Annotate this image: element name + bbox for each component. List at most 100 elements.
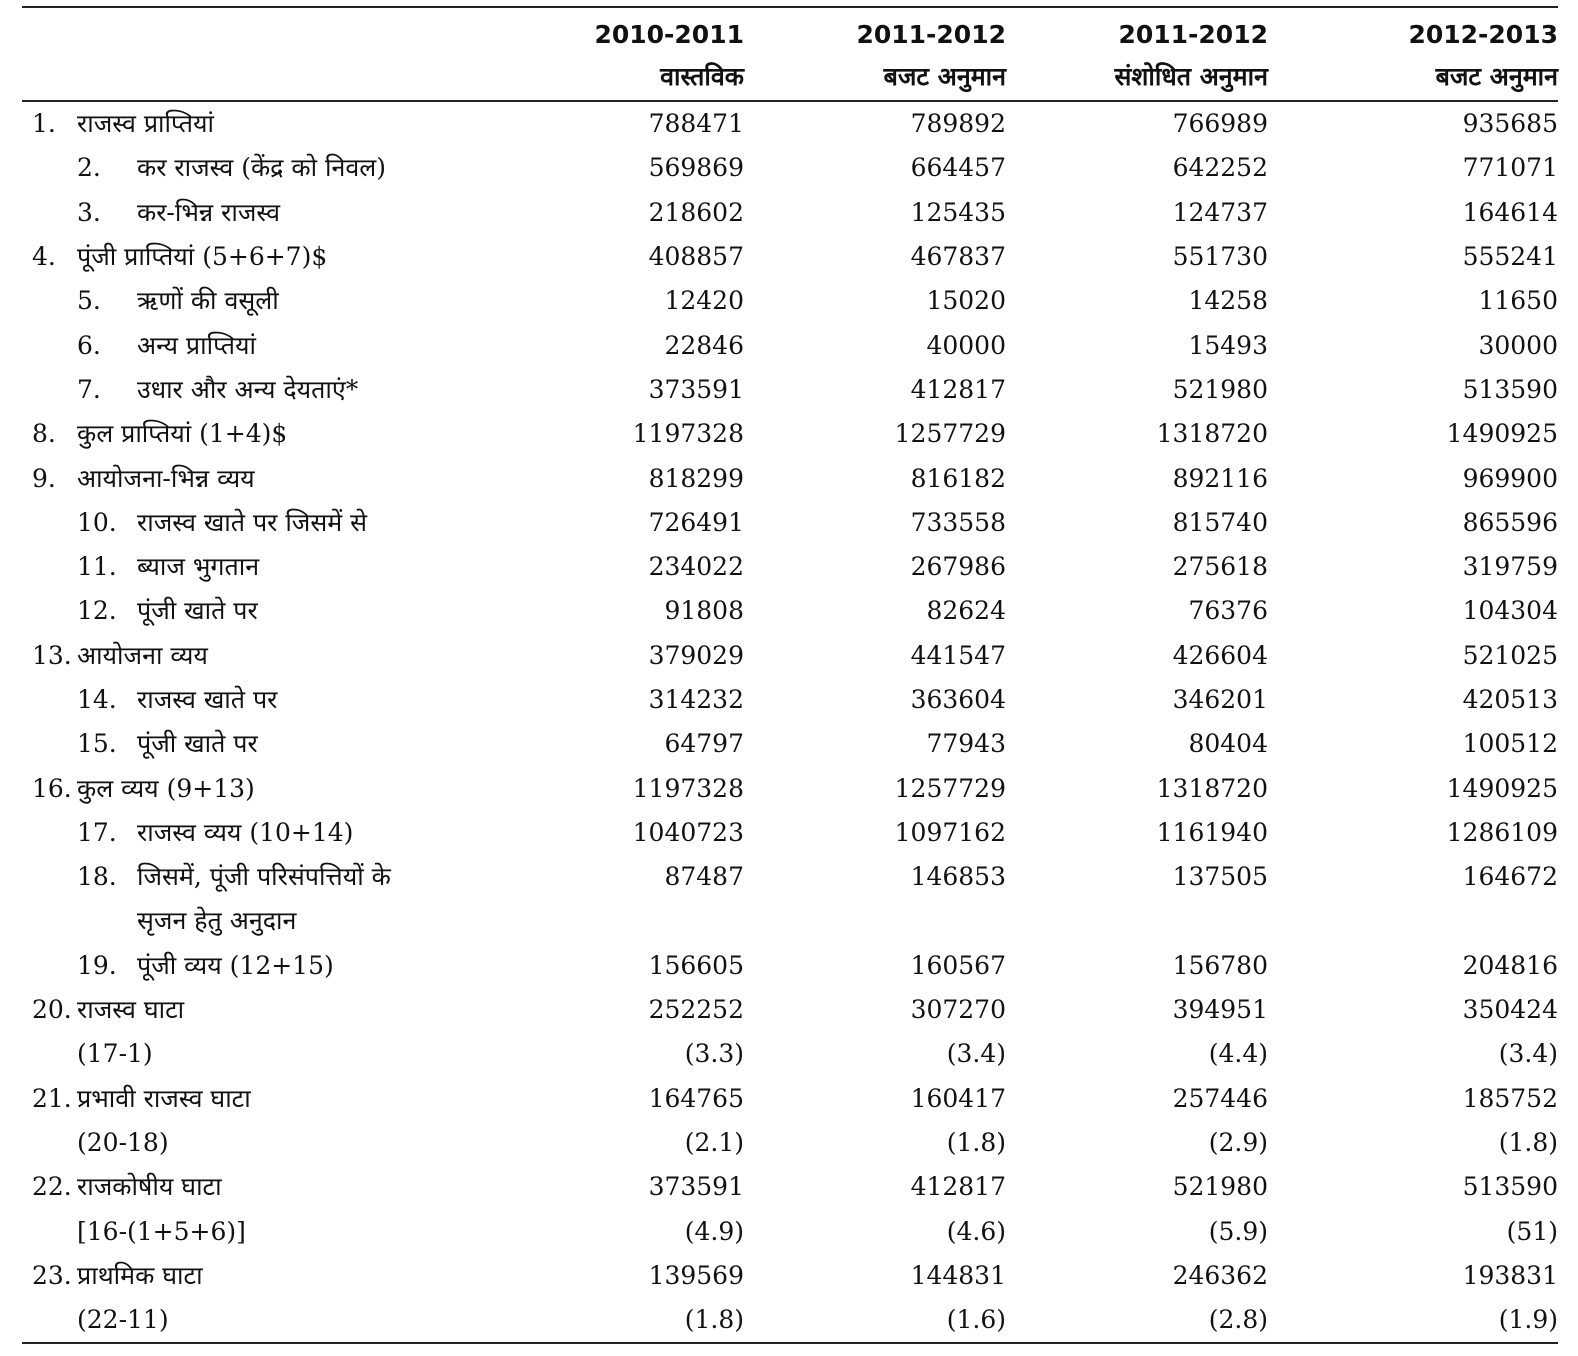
value-cell: 22846 (664, 330, 744, 360)
column-year: 2012-2013 (1268, 6, 1558, 54)
row-label: पूंजी प्राप्तियां (5+6+7)$ (77, 242, 328, 272)
row-label-cell: 18. जिसमें, पूंजी परिसंपत्तियों के (77, 855, 512, 899)
row-number: 1. (32, 109, 56, 139)
row-label: (17-1) (77, 1039, 153, 1069)
value-cell: 156780 (1172, 950, 1268, 980)
row-number: 19. (77, 950, 117, 980)
row-number: 17. (77, 817, 117, 847)
value-cell: 218602 (648, 197, 744, 227)
value-cell: 15493 (1188, 330, 1268, 360)
value-cell: 246362 (1172, 1260, 1268, 1290)
value-cell: (1.8) (1498, 1127, 1558, 1157)
row-label: आयोजना-भिन्न व्यय (77, 463, 255, 493)
row-number: 6. (77, 330, 101, 360)
row-label: कर राजस्व (केंद्र को निवल) (137, 153, 386, 183)
row-number (22, 1032, 77, 1076)
row-label: राजस्व खाते पर (137, 685, 278, 714)
column-type: बजट अनुमान (1268, 54, 1558, 102)
row-indent-cell (22, 899, 77, 943)
value-cell: 818299 (648, 463, 744, 493)
table-row: 14. राजस्व खाते पर 314232 363604 346201 42051… (22, 678, 1558, 722)
row-label-cell: 3. कर-भिन्न राजस्व (77, 191, 512, 235)
row-label: कुल व्यय (9+13) (77, 773, 255, 803)
row-number: 23. (32, 1260, 72, 1290)
row-label-cell: 7. उधार और अन्य देयताएं* (77, 368, 512, 412)
column-year: 2010-2011 (512, 6, 744, 54)
value-cell: 394951 (1172, 995, 1268, 1025)
row-label-cell: 2. कर राजस्व (केंद्र को निवल) (77, 146, 512, 190)
row-label: पूंजी व्यय (12+15) (137, 950, 334, 980)
table-row: 5. ऋणों की वसूली 12420 15020 14258 11650 (22, 279, 1558, 323)
value-cell: 125435 (910, 197, 1006, 227)
row-label: प्रभावी राजस्व घाटा (77, 1083, 251, 1113)
row-number: 13. (32, 640, 72, 670)
value-cell: 156605 (648, 950, 744, 980)
value-cell: 766989 (1172, 109, 1268, 139)
value-cell: 1318720 (1156, 773, 1268, 803)
row-number: 12. (77, 596, 117, 626)
row-indent-cell (22, 323, 77, 367)
row-number: 8. (32, 419, 56, 449)
row-number: 2. (77, 153, 101, 183)
value-cell: 15020 (926, 286, 1006, 316)
row-label: ऋणों की वसूली (137, 286, 279, 316)
row-number: 10. (77, 507, 117, 537)
value-cell: 80404 (1188, 729, 1268, 759)
value-cell: 1257729 (894, 419, 1006, 449)
value-cell: (4.9) (684, 1216, 744, 1246)
value-cell: 467837 (910, 242, 1006, 272)
table-row: 1. राजस्व प्राप्तियां 788471 789892 766989 93… (22, 101, 1558, 146)
value-cell: (1.8) (946, 1127, 1006, 1157)
value-cell: 64797 (664, 729, 744, 759)
table-row: 2. कर राजस्व (केंद्र को निवल) 569869 664457… (22, 146, 1558, 190)
value-cell: 204816 (1462, 950, 1558, 980)
value-cell: 426604 (1172, 640, 1268, 670)
value-cell: 771071 (1462, 153, 1558, 183)
value-cell: 865596 (1462, 507, 1558, 537)
row-label: आयोजना व्यय (77, 640, 208, 670)
row-label: राजकोषीय घाटा (77, 1172, 222, 1202)
value-cell: 513590 (1462, 1172, 1558, 1202)
value-cell: 420513 (1462, 685, 1558, 714)
table-row: 11. ब्याज भुगतान 234022 267986 275618 319759 (22, 545, 1558, 589)
value-cell: 40000 (926, 330, 1006, 360)
value-cell: 91808 (664, 596, 744, 626)
value-cell: 521980 (1172, 374, 1268, 404)
row-label: जिसमें, पूंजी परिसंपत्तियों के (137, 862, 391, 892)
row-label-cell: सृजन हेतु अनुदान (77, 899, 512, 943)
table-row: [16-(1+5+6)] (4.9) (4.6) (5.9) (51) (22, 1209, 1558, 1253)
row-label: [16-(1+5+6)] (77, 1216, 246, 1246)
row-label: उधार और अन्य देयताएं* (137, 374, 359, 404)
value-cell: 160567 (910, 950, 1006, 980)
value-cell: 1197328 (632, 773, 744, 803)
table-row: 16. कुल व्यय (9+13) 1197328 1257729 1318720 1… (22, 766, 1558, 810)
value-cell: 1097162 (894, 817, 1006, 847)
value-cell: 267986 (910, 552, 1006, 582)
value-cell (1268, 899, 1558, 943)
row-label: सृजन हेतु अनुदान (137, 906, 297, 936)
table-row: सृजन हेतु अनुदान (22, 899, 1558, 943)
row-label: पूंजी खाते पर (137, 729, 258, 759)
row-label: प्राथमिक घाटा (77, 1260, 203, 1290)
value-cell: 346201 (1172, 685, 1268, 714)
row-indent-cell (22, 589, 77, 633)
value-cell: 82624 (926, 596, 1006, 626)
value-cell: 164672 (1462, 862, 1558, 892)
value-cell: (3.4) (1498, 1039, 1558, 1069)
value-cell: 408857 (648, 242, 744, 272)
row-number (22, 1209, 77, 1253)
value-cell: 350424 (1462, 995, 1558, 1025)
value-cell: 555241 (1462, 242, 1558, 272)
value-cell: 1318720 (1156, 419, 1268, 449)
value-cell: 1490925 (1446, 773, 1558, 803)
row-number: 14. (77, 685, 117, 714)
header-blank (22, 6, 512, 54)
value-cell: 193831 (1462, 1260, 1558, 1290)
value-cell: 521025 (1462, 640, 1558, 670)
row-number: 7. (77, 374, 101, 404)
value-cell: (2.9) (1208, 1127, 1268, 1157)
row-number: 20. (32, 995, 72, 1025)
table-row: 21. प्रभावी राजस्व घाटा 164765 160417 257446… (22, 1077, 1558, 1121)
value-cell: (1.9) (1268, 1298, 1558, 1345)
value-cell: 11650 (1478, 286, 1558, 316)
